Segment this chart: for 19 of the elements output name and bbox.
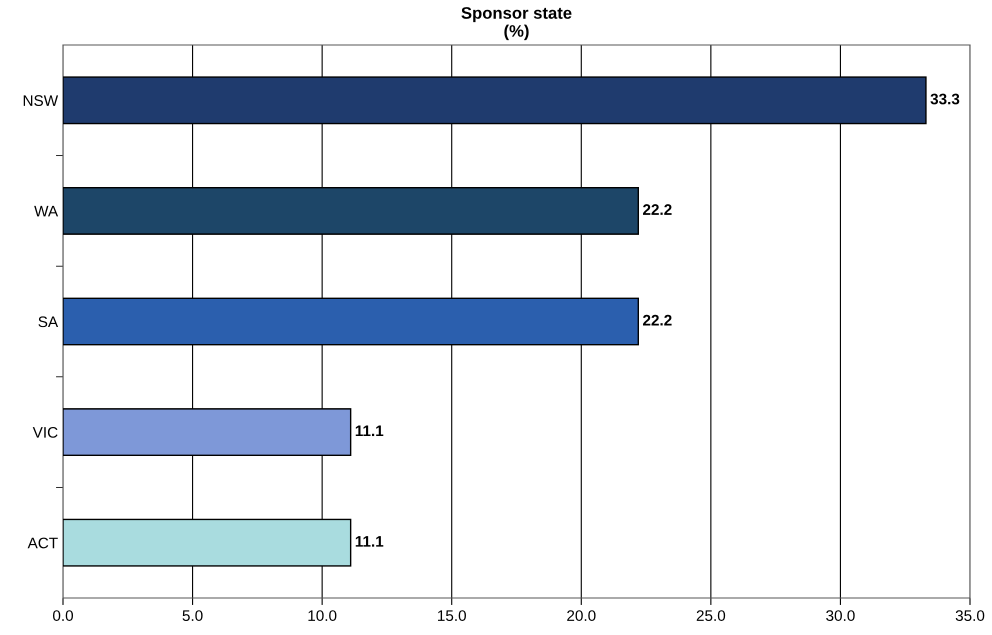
- x-tick-label: 0.0: [52, 610, 74, 622]
- data-label: 22.2: [642, 204, 672, 215]
- data-label: 11.1: [356, 536, 384, 547]
- y-tick-label: VIC: [32, 426, 58, 438]
- data-label: 22.2: [642, 314, 672, 326]
- x-tick-label: 20.0: [567, 610, 596, 622]
- y-tick-label: WA: [34, 206, 58, 216]
- x-tick-label: 5.0: [182, 610, 203, 622]
- x-tick-label: 30.0: [826, 610, 855, 622]
- y-tick-label: ACT: [28, 538, 58, 548]
- chart-title: Sponsor state (%): [461, 7, 572, 40]
- data-label: 33.3: [930, 94, 960, 104]
- x-tick-label: 10.0: [308, 610, 336, 622]
- x-tick-label: 35.0: [956, 610, 984, 622]
- data-label: 11.1: [356, 426, 384, 436]
- y-tick-label: NSW: [24, 95, 58, 106]
- x-tick-label: 15.0: [438, 610, 466, 622]
- y-tick-label: SA: [38, 316, 58, 328]
- x-tick-label: 25.0: [696, 610, 726, 622]
